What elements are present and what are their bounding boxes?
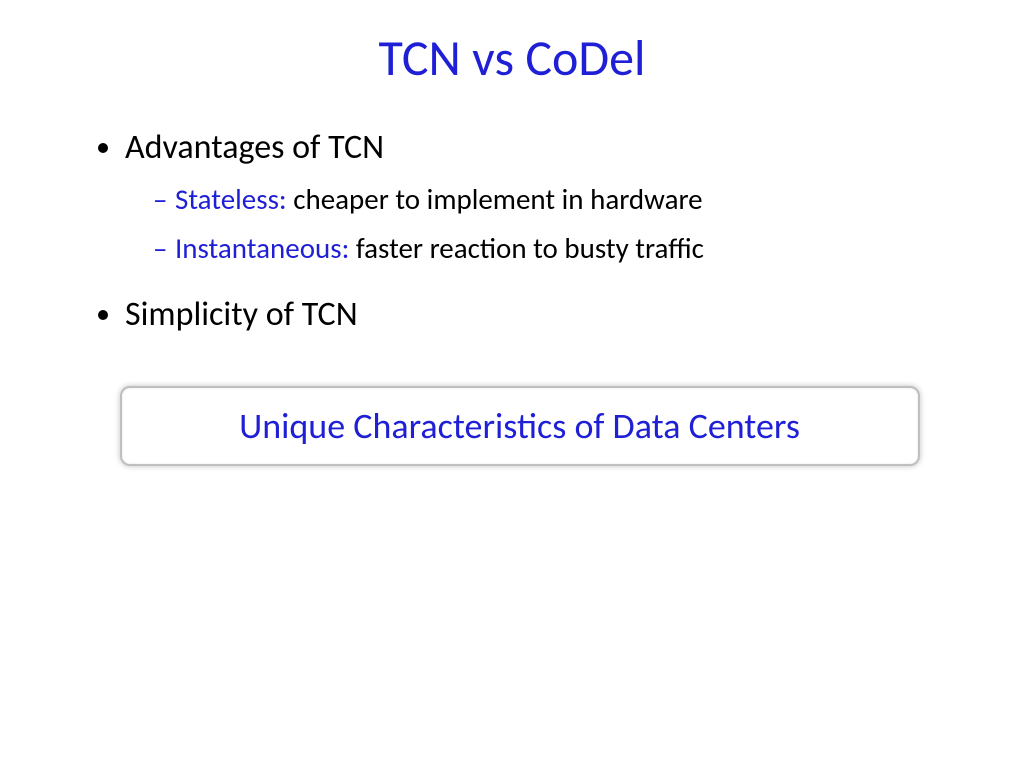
subbullet-stateless-rest: cheaper to implement in hardware	[287, 181, 703, 217]
slide-body: Advantages of TCN Stateless: cheaper to …	[0, 127, 1024, 466]
bullet-advantages: Advantages of TCN Stateless: cheaper to …	[125, 127, 944, 268]
slide-title: TCN vs CoDel	[0, 28, 1024, 89]
subbullet-stateless-highlight: Stateless:	[175, 181, 287, 217]
bullet-advantages-text: Advantages of TCN	[125, 127, 384, 168]
slide: TCN vs CoDel Advantages of TCN Stateless…	[0, 28, 1024, 768]
callout-box: Unique Characteristics of Data Centers	[120, 386, 920, 466]
callout-text: Unique Characteristics of Data Centers	[239, 404, 800, 448]
subbullet-stateless: Stateless: cheaper to implement in hardw…	[153, 180, 944, 219]
subbullet-instantaneous-highlight: Instantaneous:	[175, 230, 349, 266]
bullet-simplicity-text: Simplicity of TCN	[125, 294, 358, 335]
subbullet-instantaneous: Instantaneous: faster reaction to busty …	[153, 229, 944, 268]
subbullet-instantaneous-rest: faster reaction to busty traffic	[349, 230, 704, 266]
bullet-simplicity: Simplicity of TCN	[125, 294, 944, 337]
